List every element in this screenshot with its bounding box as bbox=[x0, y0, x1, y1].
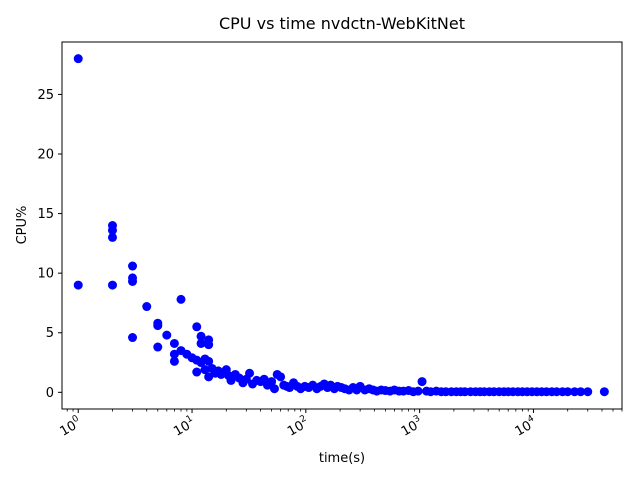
x-axis-label: time(s) bbox=[319, 451, 365, 466]
y-tick-label: 10 bbox=[37, 267, 54, 282]
x-tick-label: 102 bbox=[284, 414, 312, 440]
data-point bbox=[73, 54, 83, 64]
y-tick-label: 0 bbox=[46, 386, 54, 401]
data-point bbox=[107, 280, 117, 290]
data-point bbox=[73, 280, 83, 290]
data-point bbox=[583, 387, 593, 397]
data-point bbox=[192, 367, 202, 377]
data-point bbox=[107, 232, 117, 242]
data-point bbox=[245, 368, 255, 378]
data-point bbox=[204, 340, 214, 350]
svg-text:101: 101 bbox=[170, 414, 198, 440]
data-point bbox=[128, 261, 138, 271]
y-tick-label: 15 bbox=[37, 207, 54, 222]
data-point bbox=[276, 372, 286, 382]
data-point bbox=[563, 387, 573, 397]
data-point bbox=[599, 387, 609, 397]
y-tick-label: 5 bbox=[46, 326, 54, 341]
svg-text:100: 100 bbox=[56, 414, 84, 440]
data-point bbox=[128, 333, 138, 343]
data-point bbox=[142, 302, 152, 312]
y-axis: 0 5 10 15 20 25 bbox=[37, 88, 62, 401]
data-point bbox=[267, 377, 277, 387]
data-point bbox=[417, 377, 427, 387]
data-point bbox=[204, 356, 214, 366]
svg-text:102: 102 bbox=[284, 414, 312, 440]
x-tick-label: 104 bbox=[512, 414, 540, 440]
plot-area bbox=[73, 54, 609, 397]
data-point bbox=[107, 225, 117, 235]
data-point bbox=[192, 322, 202, 332]
data-point bbox=[196, 338, 206, 348]
y-axis-label: CPU% bbox=[15, 206, 30, 245]
x-tick-label: 100 bbox=[56, 414, 84, 440]
x-tick-label: 101 bbox=[170, 414, 198, 440]
chart-title: CPU vs time nvdctn-WebKitNet bbox=[219, 14, 465, 33]
data-point bbox=[162, 330, 172, 340]
data-point bbox=[196, 331, 206, 341]
y-tick-label: 25 bbox=[37, 88, 54, 103]
y-tick-label: 20 bbox=[37, 148, 54, 163]
data-point bbox=[204, 372, 214, 382]
data-point bbox=[269, 384, 279, 394]
svg-text:103: 103 bbox=[398, 414, 426, 440]
data-point bbox=[169, 349, 179, 359]
data-point bbox=[153, 342, 163, 352]
data-point bbox=[169, 356, 179, 366]
data-point bbox=[576, 387, 586, 397]
x-axis: 100 101 102 103 104 bbox=[56, 409, 623, 440]
data-point bbox=[413, 386, 423, 396]
data-point bbox=[153, 321, 163, 331]
axes-frame bbox=[61, 41, 623, 410]
data-point bbox=[128, 277, 138, 286]
data-point bbox=[169, 338, 179, 348]
x-tick-label: 103 bbox=[398, 414, 426, 440]
data-point bbox=[200, 365, 210, 375]
data-point bbox=[176, 294, 186, 304]
svg-text:104: 104 bbox=[512, 414, 540, 440]
